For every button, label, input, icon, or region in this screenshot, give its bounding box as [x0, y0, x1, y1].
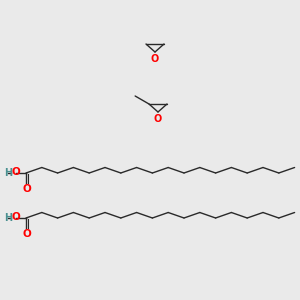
Text: O: O: [11, 167, 20, 177]
Text: O: O: [11, 212, 20, 222]
Text: O: O: [22, 229, 31, 239]
Text: O: O: [151, 54, 159, 64]
Text: H: H: [4, 168, 12, 178]
Text: O: O: [22, 184, 31, 194]
Text: H: H: [4, 213, 12, 223]
Text: O: O: [154, 114, 162, 124]
